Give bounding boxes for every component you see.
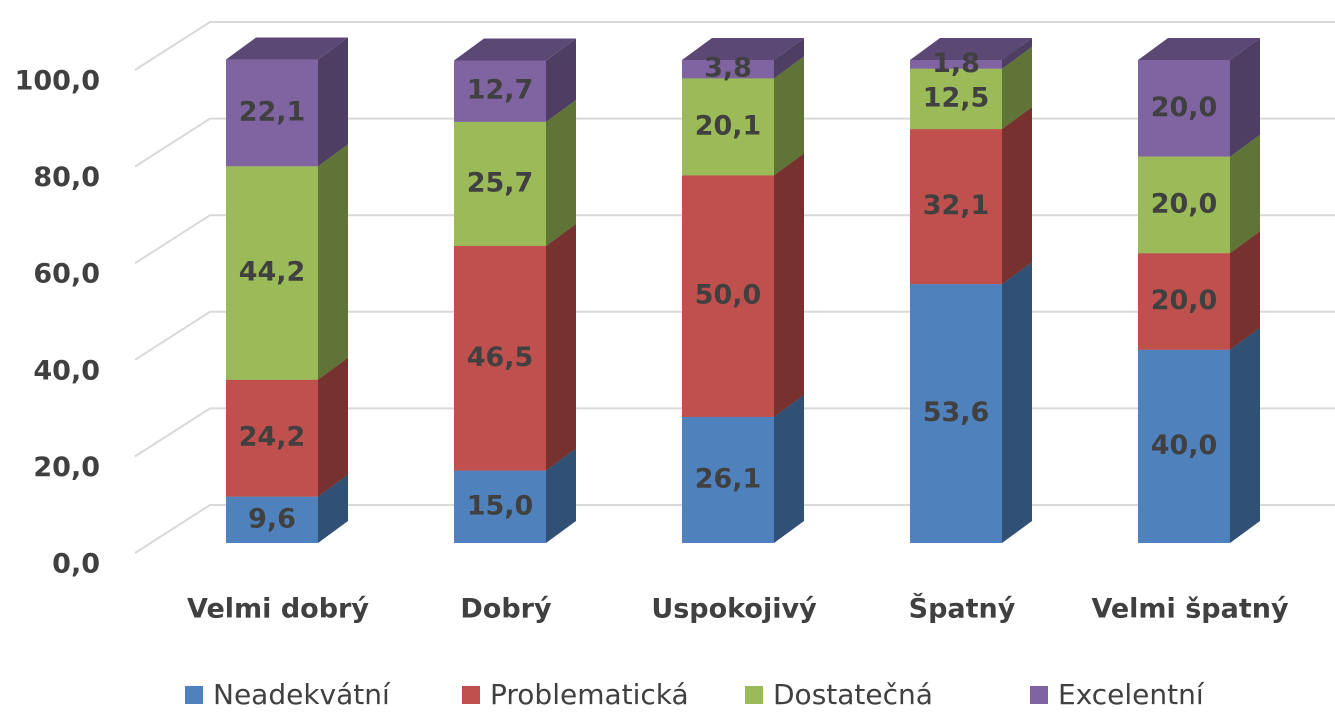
legend-swatch: [745, 686, 763, 704]
bar-side: [774, 56, 804, 176]
legend-label: Problematická: [490, 678, 689, 711]
bar-side: [1002, 262, 1032, 543]
data-label: 20,0: [1151, 92, 1218, 123]
legend-label: Neadekvátní: [213, 678, 391, 711]
bar-side: [1002, 38, 1032, 69]
bar-side: [774, 153, 804, 417]
data-label: 12,5: [923, 82, 990, 113]
grid-line: [134, 21, 1335, 71]
data-label: 20,0: [1151, 285, 1218, 316]
data-label: 1,8: [932, 48, 980, 79]
legend-swatch: [1030, 686, 1048, 704]
bar-side: [546, 448, 576, 543]
bar: [1138, 60, 1230, 157]
y-tick-label: 40,0: [33, 355, 100, 386]
bar: [454, 60, 546, 122]
bar: [910, 284, 1002, 543]
bar-side: [546, 223, 576, 471]
legend-label: Excelentní: [1058, 678, 1205, 711]
bar: [910, 129, 1002, 285]
bar: [910, 60, 1002, 69]
y-tick-label: 100,0: [15, 66, 100, 97]
data-label: 20,0: [1151, 188, 1218, 219]
bar-side: [1230, 327, 1260, 543]
data-label: 3,8: [704, 53, 752, 84]
bar-top: [226, 37, 348, 60]
bar-side: [318, 474, 348, 543]
bar: [226, 379, 318, 497]
bar: [910, 68, 1002, 130]
bar: [226, 59, 318, 167]
bar-side: [318, 37, 348, 167]
bar: [682, 78, 774, 176]
legend-label: Dostatečná: [773, 678, 933, 711]
y-tick-label: 60,0: [33, 259, 100, 290]
y-tick-label: 0,0: [52, 549, 100, 580]
bar: [454, 245, 546, 471]
data-label: 46,5: [467, 342, 534, 373]
bar-side: [1002, 46, 1032, 130]
bar-side: [774, 38, 804, 79]
y-tick-label: 80,0: [33, 162, 100, 193]
x-tick-label: Špatný: [909, 593, 1016, 625]
bar: [226, 496, 318, 543]
data-label: 50,0: [695, 280, 762, 311]
bar-side: [546, 99, 576, 246]
data-label: 40,0: [1151, 430, 1218, 461]
bar: [454, 121, 546, 246]
bar: [226, 166, 318, 380]
data-label: 24,2: [239, 422, 306, 453]
bar-side: [318, 357, 348, 497]
data-label: 12,7: [467, 75, 534, 106]
bar-side: [1230, 38, 1260, 157]
bar: [682, 175, 774, 417]
data-label: 26,1: [695, 463, 762, 494]
bar-top: [682, 38, 804, 60]
bar-side: [774, 394, 804, 543]
x-tick-label: Velmi špatný: [1091, 594, 1289, 625]
data-label: 44,2: [239, 257, 306, 288]
data-label: 32,1: [923, 190, 990, 221]
legend-swatch: [185, 686, 203, 704]
data-label: 15,0: [467, 490, 534, 521]
bar: [1138, 253, 1230, 350]
bar-top: [910, 38, 1032, 60]
data-label: 9,6: [248, 503, 296, 534]
x-tick-label: Dobrý: [460, 594, 552, 625]
bar: [682, 416, 774, 543]
bar: [1138, 156, 1230, 254]
bar: [1138, 349, 1230, 543]
bar-top: [454, 38, 576, 61]
bar-top: [1138, 38, 1260, 60]
data-label: 20,1: [695, 110, 762, 141]
bar: [454, 470, 546, 543]
bar: [682, 60, 774, 79]
bar-side: [1230, 231, 1260, 350]
bar-side: [546, 38, 576, 122]
x-tick-label: Velmi dobrý: [187, 594, 369, 625]
y-tick-label: 20,0: [33, 452, 100, 483]
x-tick-label: Uspokojivý: [651, 594, 817, 625]
data-label: 53,6: [923, 397, 990, 428]
data-label: 25,7: [467, 167, 534, 198]
legend-swatch: [462, 686, 480, 704]
bar-side: [1002, 107, 1032, 285]
data-label: 22,1: [239, 96, 306, 127]
bar-side: [318, 144, 348, 380]
bar-side: [1230, 134, 1260, 254]
